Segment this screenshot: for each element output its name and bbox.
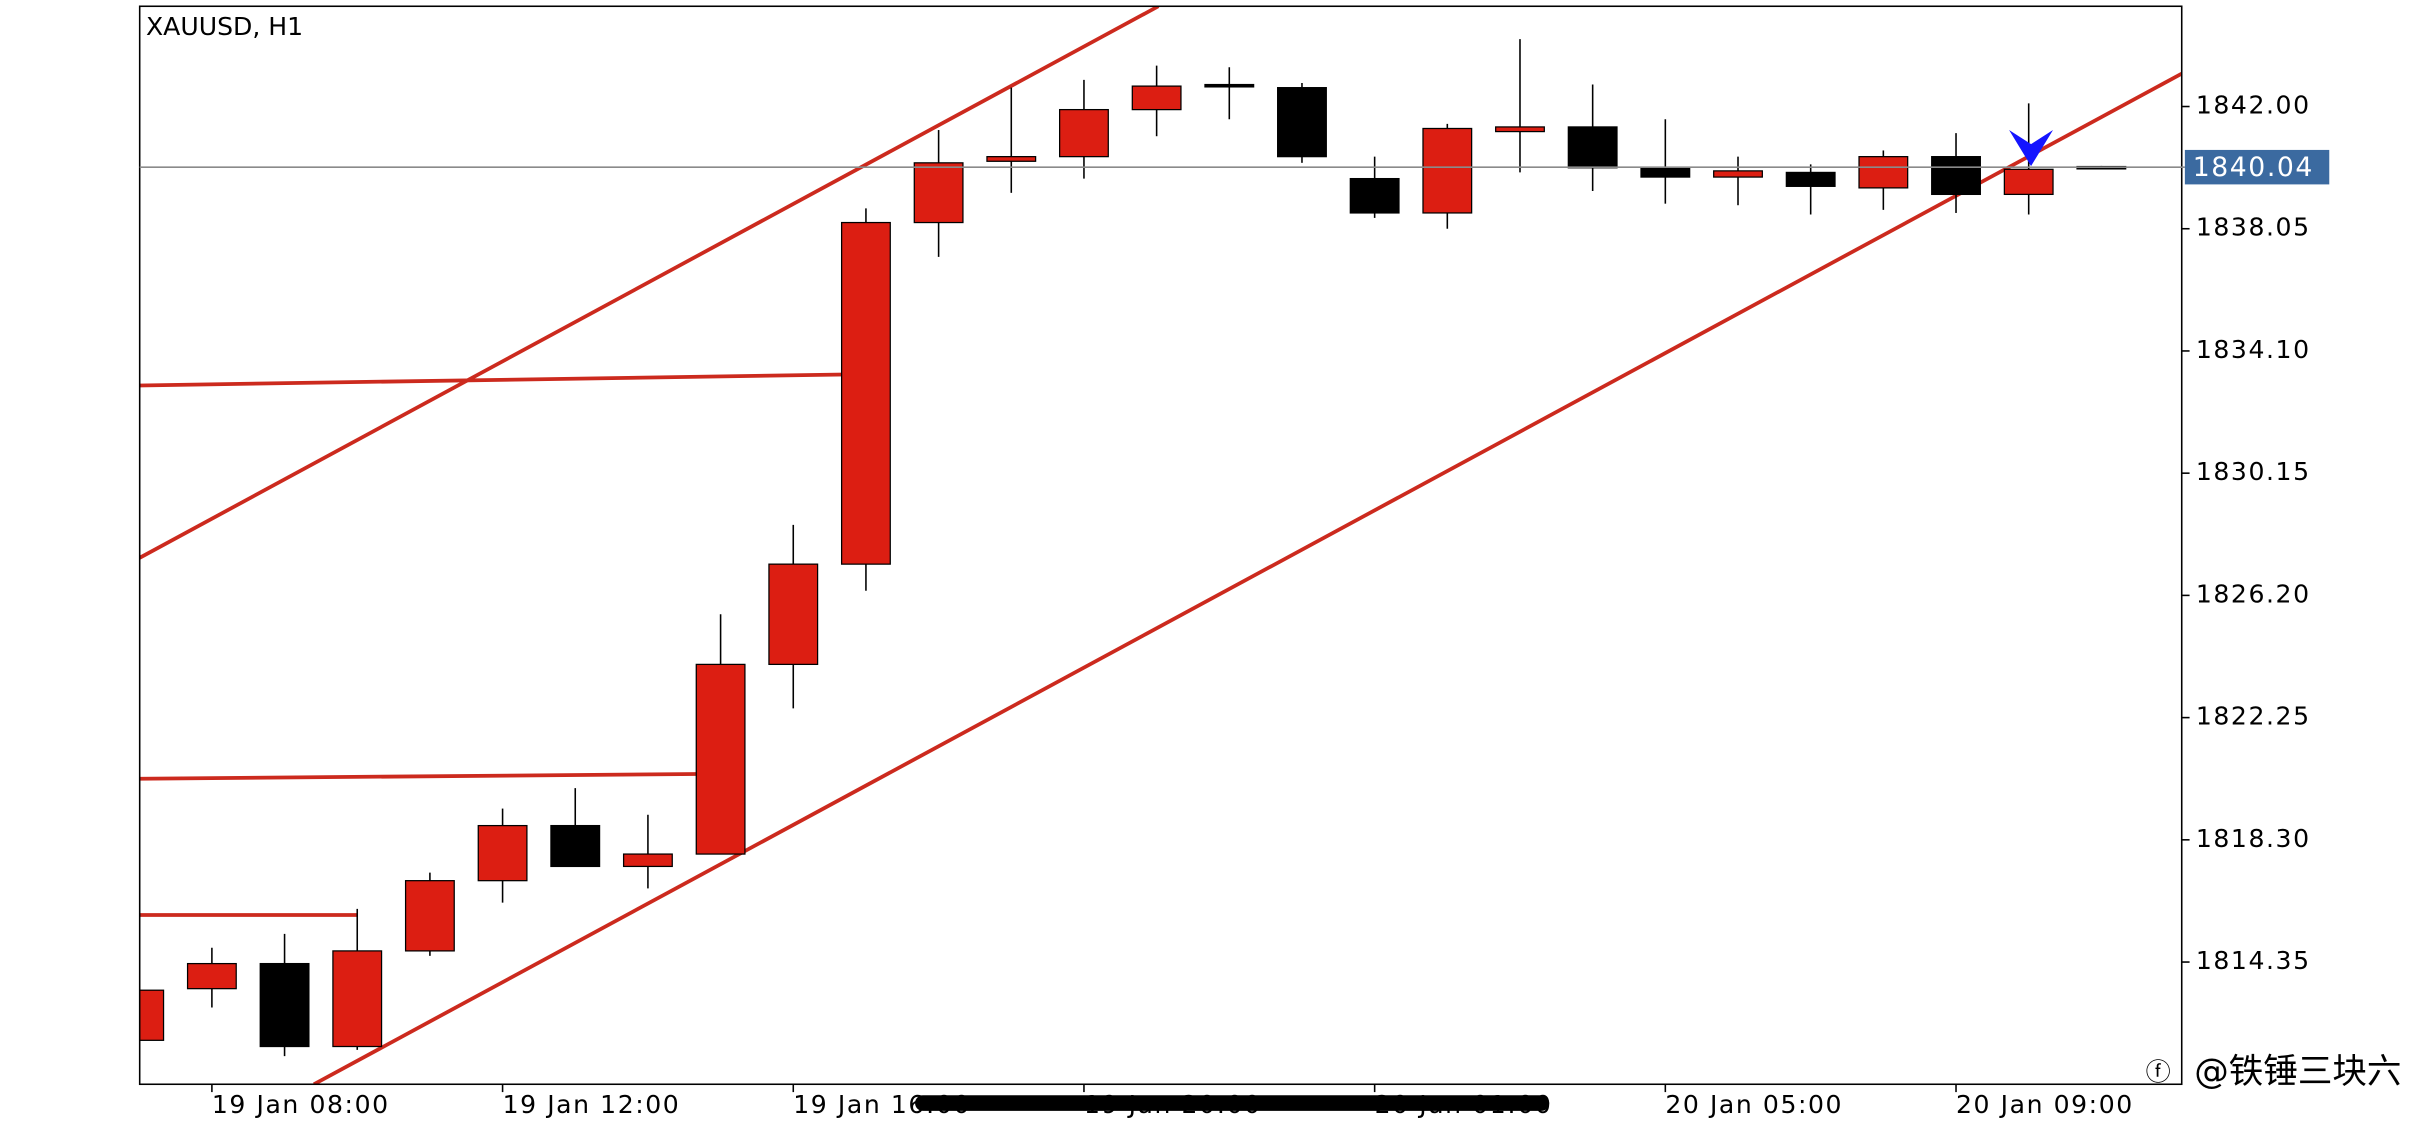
last-price-label: 1840.04 [2193, 152, 2314, 183]
level-line [139, 772, 697, 781]
y-tick-label: 1814.35 [2196, 946, 2311, 975]
candle-body [2003, 168, 2054, 196]
candle-body [913, 162, 964, 224]
trend-line [313, 71, 2182, 1085]
candle-body [186, 962, 237, 990]
watermark: @铁锤三块六 [2194, 1052, 2401, 1092]
overlay: ⓕ @铁锤三块六 [915, 130, 2401, 1111]
candle-body [1277, 87, 1327, 158]
candle-body [404, 880, 455, 952]
y-tick-label: 1822.25 [2196, 702, 2311, 731]
candle-body [695, 663, 746, 855]
y-tick-label: 1838.05 [2196, 213, 2311, 242]
candle-body [1131, 85, 1182, 111]
x-tick-label: 19 Jan 08:00 [212, 1090, 390, 1119]
watermark-icon: ⓕ [2146, 1057, 2171, 1086]
x-tick-label: 19 Jan 12:00 [503, 1090, 681, 1119]
candle-body [986, 156, 1037, 162]
y-tick-label: 1826.20 [2196, 579, 2311, 608]
x-tick-label: 20 Jan 05:00 [1665, 1090, 1843, 1119]
candle-body [1349, 177, 1400, 214]
candle-body [768, 563, 819, 666]
candle-body [1858, 156, 1909, 189]
candle-body [1931, 156, 1981, 196]
redaction-bar [915, 1095, 1550, 1111]
trend-line [139, 6, 1160, 560]
candle-body [1059, 108, 1109, 158]
arrow-marker [2009, 130, 2054, 167]
y-tick-label: 1834.10 [2196, 335, 2311, 364]
y-tick-label: 1818.30 [2196, 824, 2311, 853]
candle-body [332, 950, 383, 1048]
candle-body [477, 824, 528, 882]
level-line [139, 372, 845, 388]
candle-body [1713, 170, 1763, 178]
plot-frame [138, 5, 2183, 1086]
x-tick-label: 20 Jan 09:00 [1956, 1090, 2134, 1119]
candle-body [1785, 171, 1836, 187]
candle-body [139, 989, 165, 1041]
chart-title: XAUUSD, H1 [146, 12, 303, 41]
candle-body [1495, 126, 1545, 133]
y-tick-label: 1830.15 [2196, 457, 2311, 486]
candle-body [1640, 167, 1691, 178]
candle-body [840, 221, 891, 565]
candle-body [550, 824, 601, 868]
candle-body [1422, 127, 1473, 214]
candle-body [1204, 83, 1255, 88]
candle-body [1567, 126, 1618, 169]
last-price-box [2184, 149, 2330, 185]
y-tick-label: 1842.00 [2196, 91, 2311, 120]
drawings [139, 6, 2182, 1085]
candles [139, 39, 2127, 1057]
candle-body [259, 962, 310, 1048]
candle-body [622, 853, 673, 868]
